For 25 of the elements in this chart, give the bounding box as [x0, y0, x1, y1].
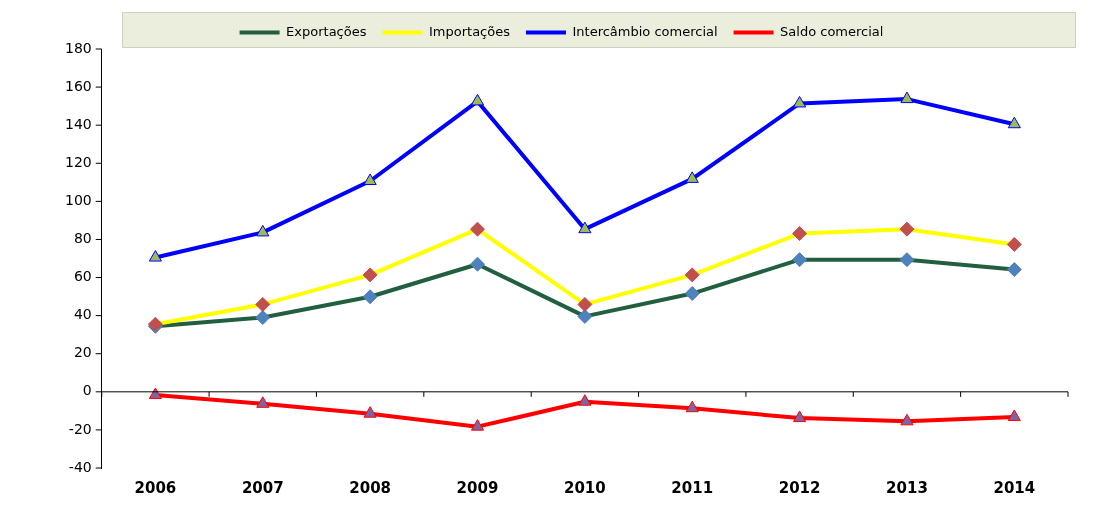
y-tick-label: 120 — [64, 153, 92, 170]
x-tick-label: 2009 — [456, 478, 499, 497]
y-tick-label: 100 — [64, 192, 92, 208]
y-tick-label: 40 — [73, 306, 92, 323]
x-tick-label: 2007 — [241, 478, 284, 497]
legend-label: Importações — [428, 23, 511, 39]
y-tick-label: 20 — [73, 344, 92, 361]
x-tick-label: 2011 — [671, 478, 714, 497]
y-tick-label: -20 — [68, 420, 92, 437]
legend-label: Saldo comercial — [780, 23, 884, 39]
x-tick-label: 2010 — [563, 478, 606, 497]
x-tick-label: 2006 — [134, 478, 177, 497]
x-tick-label: 2013 — [886, 478, 928, 497]
y-tick-label: 160 — [64, 77, 92, 94]
x-tick-label: 2012 — [778, 478, 821, 497]
y-tick-label: 60 — [73, 268, 92, 285]
x-tick-label: 2014 — [993, 478, 1036, 497]
y-tick-label: -40 — [68, 458, 92, 475]
x-tick-label: 2008 — [349, 478, 392, 497]
y-tick-label: 80 — [73, 230, 92, 247]
legend-label: Exportações — [286, 23, 367, 39]
y-tick-label: 0 — [82, 382, 92, 399]
y-tick-label: 140 — [64, 115, 92, 132]
legend-label: Intercâmbio comercial — [572, 23, 718, 39]
y-tick-label: 180 — [64, 39, 92, 56]
